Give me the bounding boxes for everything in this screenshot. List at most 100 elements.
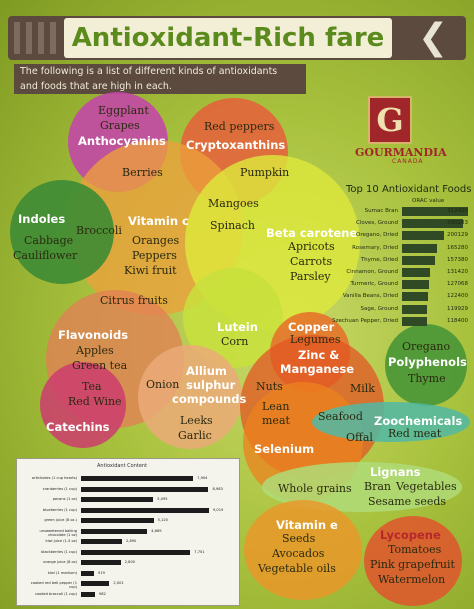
antioxidant-label: pecans (1 oz) [52, 497, 77, 501]
group-title-allium-line-3: compounds [172, 392, 247, 406]
antioxidant-value: 4,669 [151, 528, 162, 533]
group-title-vitamin-e: Vitamin e [276, 518, 338, 532]
circle-indoles [10, 180, 114, 284]
logo-name: GOURMANDIA [355, 146, 447, 159]
antioxidant-content-title: Antioxidant Content [97, 463, 148, 469]
group-title-vitamin-c: Vitamin c [128, 214, 189, 228]
top10-row: Turmeric, Ground 127068 [312, 279, 472, 290]
antioxidant-label: cooked red bell pepper (1 cup) [30, 581, 77, 589]
food-vegetable-oils: Vegetable oils [258, 562, 336, 575]
antioxidant-value: 982 [98, 591, 106, 596]
antioxidant-value: 2,890 [126, 539, 137, 543]
antioxidant-row: kiwi (1 medium) 919 [25, 570, 235, 577]
top10-label: Cloves, Ground [356, 220, 398, 227]
top10-value: 131420 [447, 269, 468, 275]
top10-value: 122400 [447, 293, 468, 300]
antioxidant-row: kiwi juice (1.5 oz) 2,890 [25, 538, 235, 545]
top10-bar [402, 243, 437, 253]
circle-catechins [40, 362, 126, 448]
food-seeds: Seeds [282, 532, 316, 545]
top10-bar [402, 280, 429, 290]
circle-allium [138, 345, 242, 449]
group-title-beta-carotene: Beta carotene [266, 226, 358, 240]
top10-label: Szechuan Pepper, Dried [332, 317, 398, 324]
antioxidant-value: 7,701 [194, 549, 205, 554]
food-cabbage: Cabbage [24, 234, 74, 247]
top10-row: Thyme, Dried 157380 [312, 255, 472, 266]
group-title-copper: Copper [288, 320, 335, 334]
food-tea: Tea [82, 380, 102, 393]
food-carrots: Carrots [290, 255, 333, 268]
food-bran: Bran [364, 480, 391, 493]
group-title-indoles: Indoles [18, 212, 66, 226]
ellipse-zoochemicals [312, 402, 470, 442]
food-oregano: Oregano [402, 340, 451, 353]
food-lean-meat-line-1: Lean [262, 400, 290, 413]
top10-row: Cinnamon, Ground 131420 [312, 267, 472, 278]
group-title-selenium: Selenium [254, 442, 315, 456]
food-pink-grapefruit: Pink grapefruit [370, 558, 455, 571]
antioxidant-label: cooked broccoli (1 cup) [35, 591, 77, 596]
top10-value: 290283 [447, 220, 468, 227]
food-grapes: Grapes [100, 119, 140, 132]
antioxidant-label: blackberries (1 cup) [41, 549, 77, 554]
top10-label: Sumac Bran [364, 208, 398, 214]
intro-text: The following is a list of different kin… [14, 64, 306, 94]
food-green-tea: Green tea [72, 359, 128, 372]
food-kiwi-fruit: Kiwi fruit [124, 264, 177, 277]
antioxidant-bar [81, 486, 209, 492]
top10-value: 118400 [447, 317, 468, 324]
food-seafood: Seafood [318, 410, 363, 423]
top10-row: Vanilla Beans, Dried 122400 [312, 291, 472, 302]
food-avocados: Avocados [272, 547, 325, 560]
food-pumpkin: Pumpkin [240, 166, 290, 179]
food-red-peppers: Red peppers [204, 120, 275, 133]
food-cauliflower: Cauliflower [13, 249, 78, 262]
logo-icon: G [368, 96, 412, 144]
food-watermelon: Watermelon [378, 573, 446, 586]
antioxidant-row: unsweetened baking chocolate (1 oz) 4,669 [25, 528, 235, 537]
antioxidant-label: kiwi juice (1.5 oz) [45, 539, 77, 543]
food-broccoli: Broccoli [76, 224, 122, 237]
food-corn: Corn [221, 335, 249, 348]
antioxidant-bar [81, 581, 110, 586]
antioxidant-label: unsweetened baking chocolate (1 oz) [39, 528, 77, 537]
antioxidant-row: blackberries (1 cup) 7,701 [25, 549, 235, 556]
top10-bar [402, 255, 436, 265]
antioxidant-value: 919 [98, 570, 105, 575]
top10-bar [402, 304, 428, 314]
antioxidant-row: pecans (1 oz) 5,095 [25, 496, 235, 503]
chevron-left-icon[interactable]: ❮ [418, 17, 449, 58]
top10-bar [402, 207, 468, 216]
top10-value: 312400 [447, 208, 468, 214]
top10-row: Sage, Ground 119929 [312, 304, 472, 315]
antioxidant-bar [81, 539, 123, 544]
food-mangoes: Mangoes [208, 197, 259, 210]
food-oranges: Oranges [132, 234, 180, 247]
food-milk: Milk [350, 382, 375, 395]
food-offal: Offal [346, 431, 373, 444]
food-thyme: Thyme [408, 372, 446, 385]
group-title-cryptoxanthins: Cryptoxanthins [186, 138, 286, 152]
top10-value: 119929 [447, 305, 468, 312]
top10-bar [402, 231, 445, 241]
antioxidant-value: 5,120 [157, 518, 168, 522]
group-title-lignans: Lignans [370, 465, 421, 479]
group-title-allium-line-2: sulphur [186, 378, 236, 392]
antioxidant-row: cooked broccoli (1 cup) 982 [25, 591, 235, 598]
antioxidant-bar [81, 507, 209, 513]
antioxidant-bar [81, 591, 95, 597]
food-apples: Apples [76, 344, 114, 357]
antioxidant-row: blueberries (1 cup) 9,019 [25, 507, 235, 514]
antioxidant-value: 8,983 [212, 486, 223, 491]
intro-line-2: and foods that are high in each. [20, 81, 172, 92]
top10-label: Oregano, Dried [356, 232, 398, 239]
antioxidant-bar [81, 560, 121, 565]
top10-row: Szechuan Pepper, Dried 118400 [312, 316, 472, 327]
antioxidant-row: orange juice (8 oz) 2,800 [25, 559, 235, 566]
antioxidant-label: kiwi (1 medium) [47, 570, 77, 575]
food-whole-grains: Whole grains [278, 482, 352, 495]
top10-row: Cloves, Ground 290283 [312, 218, 472, 229]
antioxidant-label: blueberries (1 cup) [42, 507, 77, 512]
top10-row: Rosemary, Dried 165280 [312, 243, 472, 254]
